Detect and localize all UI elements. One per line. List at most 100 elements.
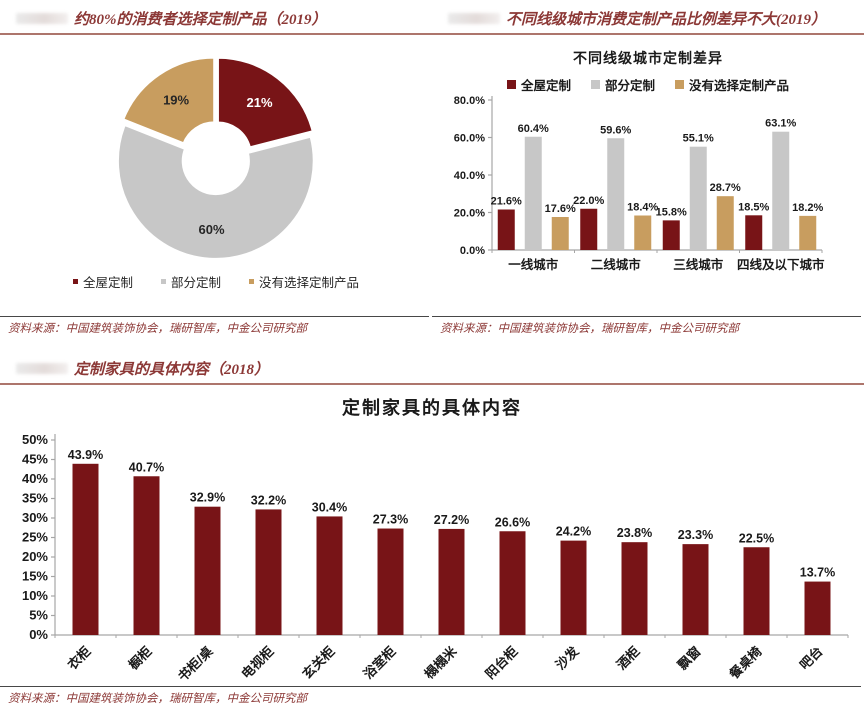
category-label: 三线城市 bbox=[673, 257, 724, 272]
bar bbox=[438, 528, 465, 635]
faded-figure-label bbox=[16, 13, 68, 24]
bar bbox=[716, 196, 734, 250]
donut-value-label: 21% bbox=[247, 95, 273, 110]
category-label: 沙发 bbox=[553, 643, 583, 673]
legend-marker-square bbox=[72, 279, 78, 284]
bar bbox=[634, 215, 652, 250]
category-label: 餐桌椅 bbox=[726, 644, 765, 683]
bar-value-label: 27.2% bbox=[434, 513, 469, 527]
grouped-bar-chart: 0.0% 20.0% 40.0% 60.0% 80.0% 21.6% 60.4% 17.6% 一… bbox=[454, 96, 825, 272]
source-block: 资料来源：中国建筑装饰协会，瑞研智库，中金公司研究部 bbox=[0, 316, 429, 336]
bar-value-label: 60.4% bbox=[518, 123, 549, 135]
y-axis-tick-label: 60.0% bbox=[454, 133, 485, 145]
donut-legend: 全屋定制 部分定制 没有选择定制产品 bbox=[0, 272, 432, 291]
legend-label: 没有选择定制产品 bbox=[689, 79, 790, 93]
panel-city-tier-chart: 不同线级城市消费定制产品比例差异不大(2019） 不同线级城市定制差异 全屋定制… bbox=[432, 0, 864, 350]
faded-figure-label bbox=[448, 13, 500, 24]
y-axis-tick-label: 20% bbox=[22, 549, 48, 564]
legend-marker-square bbox=[590, 80, 600, 89]
bar bbox=[316, 516, 343, 635]
bar-value-label: 40.7% bbox=[129, 460, 164, 474]
donut-slice bbox=[121, 56, 216, 145]
bar bbox=[551, 217, 569, 250]
category-label: 电视柜 bbox=[238, 644, 276, 682]
bar bbox=[745, 215, 763, 250]
category-label: 四线及以下城市 bbox=[737, 257, 825, 272]
bar-value-label: 18.2% bbox=[792, 202, 823, 214]
category-label: 书柜/桌 bbox=[175, 643, 216, 684]
legend-item: 全屋定制 bbox=[72, 272, 133, 291]
bar-value-label: 15.8% bbox=[656, 206, 687, 218]
bar bbox=[772, 131, 790, 250]
bar-value-label: 13.7% bbox=[800, 566, 835, 580]
bar-value-label: 22.5% bbox=[739, 531, 774, 545]
bar bbox=[72, 463, 99, 635]
category-label: 衣柜 bbox=[65, 644, 94, 673]
legend-label: 没有选择定制产品 bbox=[259, 276, 360, 290]
bar-value-label: 23.3% bbox=[678, 528, 713, 542]
category-label: 玄关柜 bbox=[299, 644, 337, 682]
legend-label: 全屋定制 bbox=[82, 276, 133, 290]
y-axis-tick-label: 20.0% bbox=[454, 208, 485, 220]
donut-slice bbox=[216, 56, 315, 149]
bar-value-label: 32.2% bbox=[251, 493, 286, 507]
bar-value-label: 22.0% bbox=[573, 195, 604, 207]
figure-title: 不同线级城市消费定制产品比例差异不大(2019） bbox=[506, 12, 826, 28]
bar bbox=[499, 531, 526, 635]
title-underline bbox=[0, 383, 864, 385]
bar bbox=[607, 138, 625, 250]
bar-value-label: 63.1% bbox=[765, 118, 796, 130]
source-divider bbox=[432, 316, 861, 317]
top-charts-row: 约80%的消费者选择定制产品（2019） 21% 60% 19% 全屋定制 部分定制没… bbox=[0, 0, 864, 350]
y-axis-tick-label: 40.0% bbox=[454, 170, 485, 182]
category-label: 飘窗 bbox=[675, 644, 704, 673]
bar-value-label: 26.6% bbox=[495, 515, 530, 529]
source-divider bbox=[0, 686, 861, 687]
legend-marker-square bbox=[160, 279, 166, 284]
legend-item: 全屋定制 bbox=[506, 75, 571, 94]
bar-value-label: 30.4% bbox=[312, 500, 347, 514]
category-label: 一线城市 bbox=[508, 257, 559, 272]
panel-donut-chart: 约80%的消费者选择定制产品（2019） 21% 60% 19% 全屋定制 部分定制 没… bbox=[0, 0, 432, 350]
y-axis-tick-label: 5% bbox=[29, 608, 48, 623]
category-label: 酒柜 bbox=[614, 644, 643, 673]
bar bbox=[689, 146, 707, 250]
bar bbox=[133, 476, 160, 635]
y-axis-tick-label: 40% bbox=[22, 471, 48, 486]
bar-value-label: 23.8% bbox=[617, 526, 652, 540]
bar-value-label: 32.9% bbox=[190, 491, 225, 505]
donut-chart: 21% 60% 19% bbox=[116, 56, 315, 259]
bar-value-label: 28.7% bbox=[710, 182, 741, 194]
bar bbox=[560, 540, 587, 635]
chart-title: 定制家具的具体内容 bbox=[342, 398, 522, 418]
category-label: 橱柜 bbox=[126, 644, 155, 673]
source-text: 资料来源：中国建筑装饰协会，瑞研智库，中金公司研究部 bbox=[8, 693, 307, 705]
category-label: 榻榻米 bbox=[421, 643, 460, 682]
donut-slice bbox=[116, 123, 315, 259]
legend-label: 部分定制 bbox=[170, 276, 221, 290]
faded-figure-label bbox=[16, 363, 68, 374]
source-block: 资料来源：中国建筑装饰协会，瑞研智库，中金公司研究部 bbox=[432, 316, 861, 336]
y-axis-tick-label: 50% bbox=[22, 432, 48, 447]
donut-value-label: 60% bbox=[199, 222, 225, 237]
bar bbox=[799, 215, 817, 250]
y-axis-tick-label: 45% bbox=[22, 452, 48, 467]
bar-value-label: 55.1% bbox=[683, 133, 714, 145]
legend-marker-square bbox=[249, 279, 254, 284]
bar-value-label: 18.4% bbox=[627, 202, 658, 214]
y-axis-tick-label: 30% bbox=[22, 510, 48, 525]
bar-value-label: 59.6% bbox=[600, 124, 631, 136]
y-axis-tick-label: 80.0% bbox=[454, 96, 485, 107]
bar bbox=[804, 581, 831, 635]
legend-label: 全屋定制 bbox=[520, 79, 571, 93]
category-label: 浴室柜 bbox=[360, 644, 398, 682]
source-block: 资料来源：中国建筑装饰协会，瑞研智库，中金公司研究部 bbox=[0, 686, 861, 706]
bar bbox=[662, 220, 680, 250]
y-axis-tick-label: 10% bbox=[22, 588, 48, 603]
bar bbox=[255, 509, 282, 635]
title-underline bbox=[432, 33, 864, 35]
bar-value-label: 27.3% bbox=[373, 513, 408, 527]
bar bbox=[621, 542, 648, 635]
bar-value-label: 21.6% bbox=[491, 196, 522, 208]
